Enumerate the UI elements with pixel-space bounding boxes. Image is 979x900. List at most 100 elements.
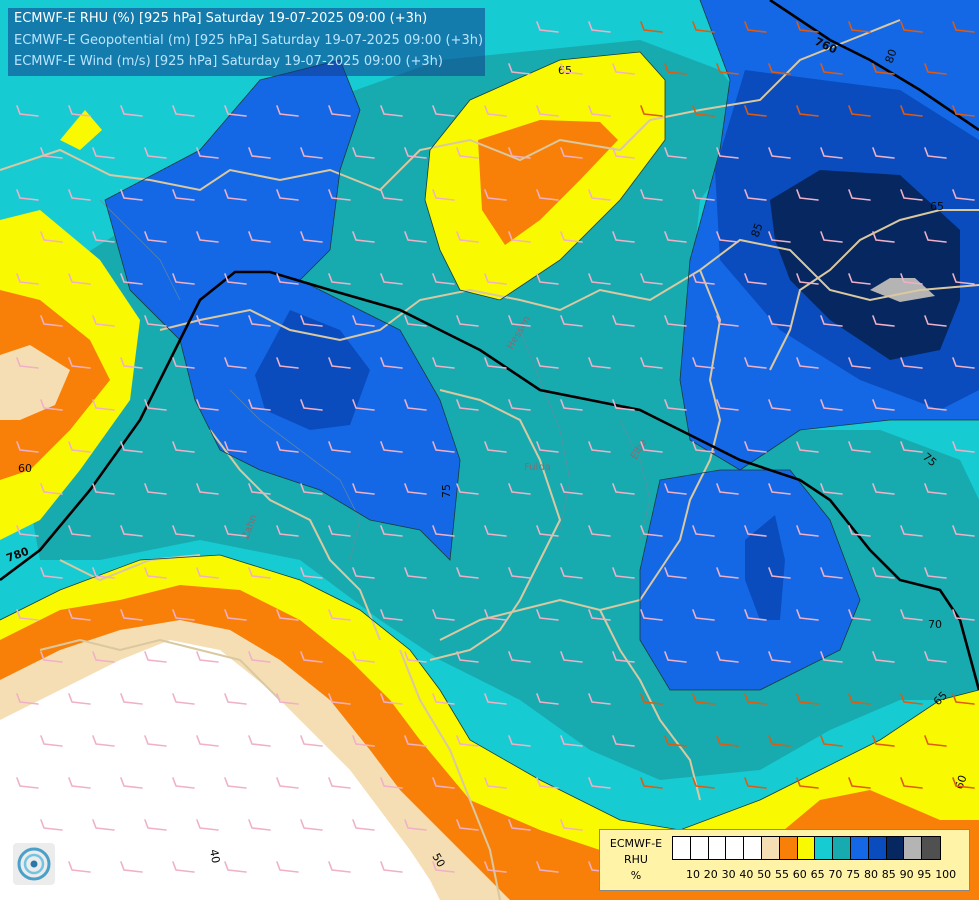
legend-swatch: [868, 837, 887, 859]
legend-swatches: [672, 836, 941, 860]
wind-barb: [924, 483, 947, 495]
wind-barb: [900, 441, 923, 453]
wind-barb: [744, 609, 767, 621]
wind-barb: [352, 483, 375, 495]
wind-barb: [508, 399, 531, 411]
wind-barb: [768, 483, 791, 495]
wind-barb: [16, 777, 39, 789]
country-borders: [0, 19, 979, 900]
wind-barb: [664, 567, 687, 579]
wind-barb: [144, 399, 167, 411]
wind-barb: [536, 21, 559, 33]
rhu-label-80-ne: 80: [883, 47, 900, 65]
wind-barb: [120, 273, 143, 285]
rhu-band-50-south: [0, 640, 440, 900]
title-rhu: ECMWF-E RHU (%) [925 hPa] Saturday 19-07…: [14, 11, 428, 26]
wind-barb: [144, 819, 167, 831]
wind-barb: [612, 651, 635, 663]
wind-barb: [900, 105, 923, 117]
rivers: [99, 199, 651, 561]
wind-barb: [848, 693, 871, 705]
wind-barb: [68, 525, 91, 537]
wind-barb: [276, 273, 299, 285]
rhu-label-60-west: 60: [18, 462, 32, 475]
wind-barb: [768, 147, 791, 159]
label-fulda: Fulda: [524, 462, 551, 473]
wind-barb: [768, 63, 791, 75]
wind-barbs: [16, 21, 975, 873]
legend-tick-label: 30: [721, 868, 736, 881]
wind-barb: [536, 777, 559, 789]
wind-barb: [196, 567, 219, 579]
wind-barb: [276, 525, 299, 537]
wind-barb: [588, 105, 611, 117]
wind-barb: [16, 525, 39, 537]
wind-barb: [120, 525, 143, 537]
legend-swatch: [833, 837, 851, 859]
wind-barb: [328, 105, 351, 117]
wind-barb: [716, 735, 739, 747]
wind-barb: [404, 231, 427, 243]
wind-barb: [716, 483, 739, 495]
wind-barb: [484, 189, 507, 201]
wind-barb: [172, 777, 195, 789]
wind-barb: [300, 315, 323, 327]
wind-barb: [924, 63, 947, 75]
geopotential-line-770: [0, 270, 979, 691]
wind-barb: [560, 315, 583, 327]
wind-barb: [196, 651, 219, 663]
wind-barb: [172, 273, 195, 285]
wind-barb: [872, 231, 895, 243]
legend-swatch: [779, 837, 798, 859]
wind-barb: [820, 231, 843, 243]
wind-barb: [196, 819, 219, 831]
wind-barb: [664, 63, 687, 75]
wind-barb: [664, 315, 687, 327]
wind-barb: [172, 105, 195, 117]
wind-barb: [640, 357, 663, 369]
legend-swatch: [726, 837, 745, 859]
legend-tick-label: 20: [703, 868, 718, 881]
wind-barb: [16, 273, 39, 285]
wind-barb: [536, 105, 559, 117]
wind-barb: [848, 777, 871, 789]
wind-barb: [300, 735, 323, 747]
wind-barb: [588, 273, 611, 285]
wind-barb: [404, 651, 427, 663]
wind-barb: [508, 63, 531, 75]
wind-barb: [692, 105, 715, 117]
wind-barb: [404, 315, 427, 327]
rhu-label-70-east: 70: [928, 618, 942, 631]
wind-barb: [744, 273, 767, 285]
wind-barb: [432, 273, 455, 285]
legend-tick-label: 75: [846, 868, 861, 881]
wind-barb: [900, 609, 923, 621]
wind-barb: [16, 105, 39, 117]
wind-barb: [536, 273, 559, 285]
wind-barb: [120, 693, 143, 705]
title-geopotential: ECMWF-E Geopotential (m) [925 hPa] Satur…: [14, 33, 484, 48]
wind-barb: [92, 399, 115, 411]
legend-tick-label: 100: [935, 868, 957, 881]
wind-barb: [744, 525, 767, 537]
wind-barb: [744, 357, 767, 369]
wind-barb: [224, 105, 247, 117]
wind-barb: [924, 147, 947, 159]
wind-barb: [92, 651, 115, 663]
rhu-label-75-central: 75: [440, 484, 453, 498]
wind-barb: [224, 525, 247, 537]
wind-barb: [352, 819, 375, 831]
wind-barb: [560, 819, 583, 831]
wind-barb: [404, 399, 427, 411]
wind-barb: [560, 567, 583, 579]
wind-barb: [924, 567, 947, 579]
wind-barb: [196, 315, 219, 327]
wind-barb: [120, 777, 143, 789]
wind-barb: [120, 441, 143, 453]
rhu-label-85-east: 85: [749, 221, 766, 239]
wind-barb: [768, 651, 791, 663]
wind-barb: [872, 483, 895, 495]
wind-barb: [380, 777, 403, 789]
wind-barb: [248, 231, 271, 243]
